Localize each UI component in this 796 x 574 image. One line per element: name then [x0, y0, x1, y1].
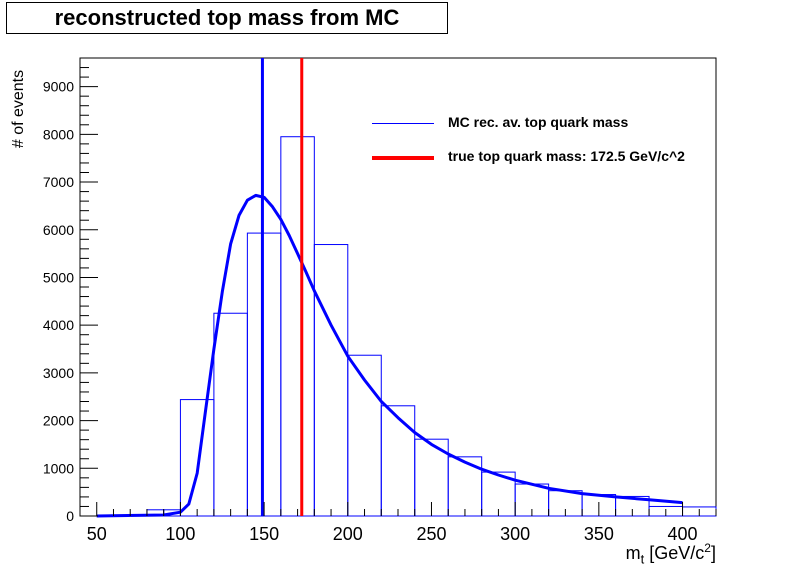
x-tick-label: 300 — [500, 524, 530, 544]
plot-frame — [79, 57, 717, 517]
fit-curve-line — [96, 193, 683, 518]
y-tick-label: 4000 — [43, 317, 74, 333]
y-tick-label: 8000 — [43, 126, 74, 142]
y-axis-label: # of events — [10, 69, 27, 149]
x-axis-label: mt [GeV/c2] — [626, 541, 716, 567]
x-tick-label: 50 — [87, 524, 107, 544]
chart-title: reconstructed top mass from MC — [6, 2, 448, 34]
vertical-lines-layer — [260, 58, 304, 516]
axes-layer: 50 100 150 200 250 300 350 40001000200030004000… — [43, 57, 717, 544]
y-tick-label: 0 — [66, 508, 74, 524]
legend: MC rec. av. top quark mass true top quar… — [360, 100, 714, 180]
x-axis-label-superscript: 2 — [704, 541, 711, 555]
x-tick-label: 400 — [668, 524, 698, 544]
y-tick-label: 9000 — [43, 79, 74, 95]
x-tick-label: 100 — [165, 524, 195, 544]
legend-label-mc: MC rec. av. top quark mass — [448, 114, 629, 130]
x-axis-label-unit: [GeV/c — [644, 543, 705, 563]
y-axis-label-box: # of events — [4, 60, 30, 170]
x-tick-label: 200 — [333, 524, 363, 544]
legend-entry-true: true top quark mass: 172.5 GeV/c^2 — [360, 147, 714, 167]
y-tick-label: 5000 — [43, 269, 74, 285]
y-tick-label: 2000 — [43, 413, 74, 429]
plot-frame-layer — [79, 57, 717, 517]
legend-swatch-true — [372, 156, 434, 160]
y-tick-label: 3000 — [43, 365, 74, 381]
fit-curve-layer — [96, 193, 683, 518]
y-tick-label: 7000 — [43, 174, 74, 190]
legend-swatch-mc — [372, 123, 434, 124]
x-tick-label: 350 — [584, 524, 614, 544]
x-axis-label-base: m — [625, 543, 641, 563]
y-tick-label: 1000 — [43, 460, 74, 476]
y-tick-label: 6000 — [43, 222, 74, 238]
legend-entry-mc: MC rec. av. top quark mass — [360, 113, 714, 133]
legend-label-true: true top quark mass: 172.5 GeV/c^2 — [448, 148, 685, 164]
x-axis-label-subscript: t — [640, 551, 645, 567]
x-tick-label: 250 — [416, 524, 446, 544]
x-axis-label-unit-close: ] — [710, 543, 716, 563]
x-tick-label: 150 — [249, 524, 279, 544]
